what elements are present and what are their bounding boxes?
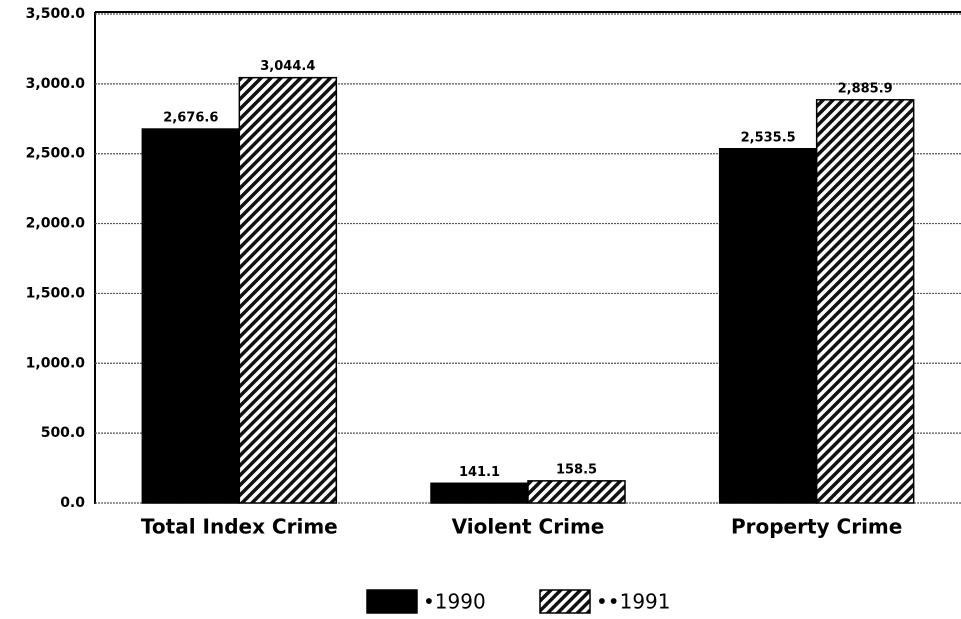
bar — [430, 482, 529, 504]
value-label: 2,885.9 — [838, 81, 893, 96]
value-label: 141.1 — [459, 465, 500, 480]
legend-swatch — [366, 589, 418, 614]
bar — [815, 99, 915, 504]
legend-swatch — [539, 589, 591, 614]
y-tick-label: 2,000.0 — [26, 216, 86, 232]
bar — [141, 128, 241, 504]
y-tick-label: 2,500.0 — [26, 146, 86, 162]
value-label: 3,044.4 — [260, 59, 315, 74]
x-tick-label: Property Crime — [731, 515, 902, 539]
bar — [718, 148, 818, 504]
legend-label: ••1991 — [596, 590, 671, 614]
x-tick-label: Total Index Crime — [141, 515, 338, 539]
legend-label: •1990 — [423, 590, 486, 614]
value-label: 2,535.5 — [741, 130, 796, 145]
y-tick-label: 1,500.0 — [26, 285, 86, 301]
value-label: 2,676.6 — [163, 111, 218, 126]
bar — [238, 76, 338, 504]
x-tick-label: Violent Crime — [452, 515, 605, 539]
y-tick-label: 0.0 — [60, 495, 85, 511]
y-tick-label: 3,000.0 — [26, 76, 86, 92]
y-tick-label: 3,500.0 — [26, 6, 86, 22]
y-tick-label: 500.0 — [41, 425, 86, 441]
y-tick-label: 1,000.0 — [26, 355, 86, 371]
value-label: 158.5 — [556, 462, 597, 477]
bar — [527, 480, 626, 504]
